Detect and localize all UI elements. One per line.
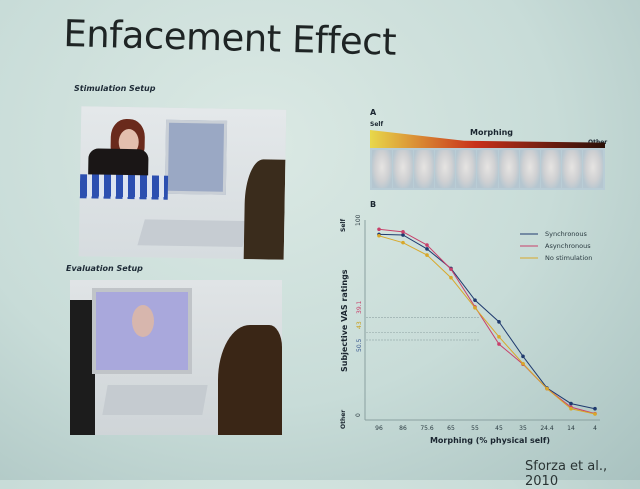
legend-entry: No stimulation (545, 254, 592, 262)
data-point (521, 361, 525, 366)
face-image (540, 150, 561, 188)
x-tick-label: 55 (471, 425, 479, 432)
face-image (435, 150, 456, 188)
data-point (593, 406, 597, 411)
x-tick-label: 86 (399, 425, 407, 432)
y-top-label: Self (340, 219, 347, 232)
data-point (425, 247, 429, 251)
evaluation-photo (70, 280, 282, 435)
data-point (497, 342, 501, 346)
data-point (521, 354, 525, 359)
stimulation-caption: Stimulation Setup (74, 84, 156, 93)
data-point (425, 253, 429, 257)
x-tick-label: 45 (495, 425, 503, 432)
data-point (545, 386, 549, 391)
data-point (401, 230, 405, 234)
series-line-synchronous (378, 233, 596, 410)
annotation-label: 50.5 (356, 338, 363, 352)
face-image (477, 150, 498, 188)
y-tick-label: 0 (355, 413, 362, 417)
x-tick-label: 14 (567, 425, 575, 432)
data-point (377, 227, 381, 232)
panel-a-label: A (370, 108, 377, 117)
face-image (498, 150, 519, 188)
face-image (372, 150, 393, 188)
face-image (582, 150, 604, 188)
x-tick-label: 24.4 (540, 425, 554, 432)
legend-entry: Asynchronous (545, 242, 591, 250)
data-point (377, 233, 381, 238)
face-image (519, 150, 540, 188)
face-image (393, 150, 414, 188)
data-point (473, 306, 477, 310)
data-point (497, 335, 501, 339)
legend-entry: Synchronous (545, 230, 588, 238)
panel-b-label: B (370, 200, 376, 209)
citation: Sforza et al., 2010 (525, 459, 608, 489)
series-line-asynchronous (378, 228, 596, 415)
morphing-label: Morphing (470, 128, 513, 137)
y-bottom-label: Other (340, 410, 347, 429)
self-label: Self (370, 121, 384, 128)
x-axis-label: Morphing (% physical self) (430, 436, 550, 445)
annotation-label: 39.1 (356, 300, 363, 314)
x-tick-label: 4 (593, 425, 597, 432)
data-point (497, 320, 501, 324)
data-point (401, 233, 405, 237)
face-image (456, 150, 477, 188)
face-image (414, 150, 435, 188)
x-tick-label: 65 (447, 425, 455, 432)
y-tick-label: 100 (355, 214, 362, 226)
data-point (449, 267, 453, 272)
data-point (593, 412, 597, 416)
annotation-label: 43 (356, 321, 363, 329)
data-point (425, 243, 429, 247)
y-axis-label: Subjective VAS ratings (340, 269, 349, 372)
x-tick-label: 35 (519, 425, 527, 432)
face-morph-strip (370, 148, 605, 190)
other-label: Other (588, 139, 608, 146)
evaluation-caption: Evaluation Setup (66, 264, 143, 273)
x-tick-label: 96 (375, 425, 383, 432)
data-point (569, 406, 573, 411)
x-tick-label: 75.6 (420, 425, 434, 432)
data-point (473, 298, 477, 302)
series-line-no-stimulation (378, 235, 596, 415)
face-image (561, 150, 582, 188)
data-point (569, 401, 573, 406)
data-point (401, 240, 405, 245)
data-point (449, 275, 453, 280)
